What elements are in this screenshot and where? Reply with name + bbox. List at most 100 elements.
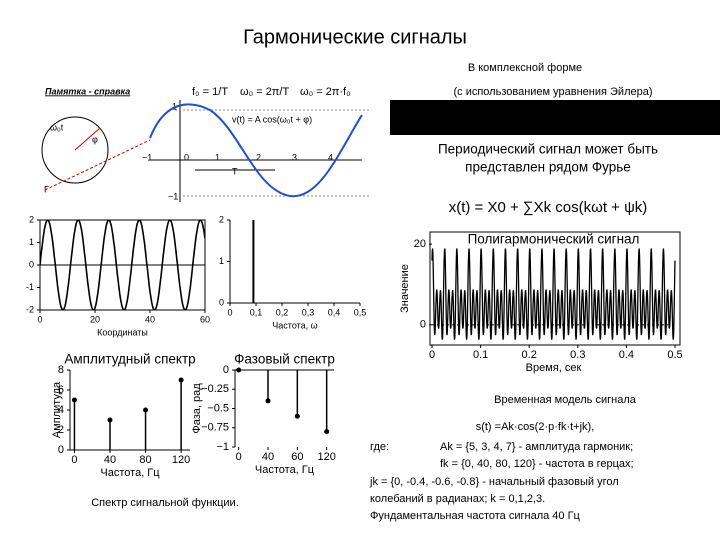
x-tick-label: 0.3: [570, 349, 585, 361]
x-axis-label: Частота, Гц: [100, 467, 160, 479]
note: Периодический сигнал может быть: [438, 142, 658, 157]
x-tick-label: 0.2: [522, 349, 537, 361]
black-bar: [390, 100, 720, 135]
x-tick-label: 120: [317, 451, 335, 463]
y-tick-label: 0: [58, 444, 64, 456]
x-tick-label: 0: [227, 307, 232, 317]
stem-dot: [178, 377, 184, 383]
note: (с использованием уравнения Эйлера): [453, 86, 652, 98]
y-tick-label: 0: [420, 319, 426, 331]
x-tick-label: 60: [291, 451, 303, 463]
formula-line: где:: [370, 441, 389, 453]
caption: Спектр сигнальной функции.: [91, 497, 239, 509]
y-axis-label: Фаза, рад: [191, 383, 203, 434]
diagram-heading: Памятка - справка: [45, 86, 130, 96]
y-axis-label: Значение: [399, 264, 411, 313]
signal-line: [431, 248, 676, 340]
diagram-label: φ: [92, 134, 98, 144]
diagram-label: 4: [328, 152, 333, 162]
x-tick-label: 0,4: [328, 307, 341, 317]
x-tick-label: 60: [200, 314, 210, 324]
diagram-label: v(t) = A cos(ω₀t + φ): [232, 114, 312, 124]
y-tick-label: -1: [26, 282, 34, 292]
formula-line: Ak = {5, 3, 4, 7} - амплитуда гармоник;: [440, 441, 633, 453]
x-tick-label: 0: [429, 349, 435, 361]
chart-title: Фазовый спектр: [234, 352, 335, 367]
x-axis-label: Частота, Гц: [255, 464, 315, 476]
y-tick-label: 8: [58, 364, 64, 376]
formula-line: колебаний в радианах; k = 0,1,2,3.: [370, 493, 545, 505]
stem-dot: [236, 367, 242, 373]
x-tick-label: 0: [37, 314, 42, 324]
stem-dot: [71, 397, 77, 403]
y-axis-label: Амплитуда: [51, 381, 63, 438]
caption: Временная модель сигнала: [494, 394, 637, 406]
note: представлен рядом Фурье: [465, 160, 631, 175]
chart-title: Амплитудный спектр: [64, 352, 195, 367]
stem-dot: [143, 407, 149, 413]
y-tick-label: 20: [414, 238, 426, 250]
y-tick-label: 2: [219, 214, 224, 224]
x-tick-label: 40: [104, 454, 116, 466]
diagram: Памятка - справка f₀ = 1/T ω₀ = 2π/T ω₀ …: [41, 86, 370, 202]
chart-title: Полигармонический сигнал: [468, 232, 640, 247]
plot-frame: [429, 231, 681, 346]
wave-line: [40, 220, 205, 310]
y-tick-label: 2: [58, 424, 64, 436]
y-tick-label: 4: [58, 404, 64, 416]
y-tick-label: −1: [216, 441, 229, 453]
x-tick-label: 0.1: [473, 349, 488, 361]
y-tick-label: −0.5: [207, 402, 229, 414]
x-tick-label: 0: [236, 451, 242, 463]
x-tick-label: 0.4: [619, 349, 634, 361]
y-tick-label: −0.75: [201, 422, 229, 434]
x-tick-label: 0,5: [354, 307, 367, 317]
diagram-label: −1: [168, 191, 178, 201]
diagram-label: 3: [292, 152, 297, 162]
formula-line: Фундаментальная частота сигнала 40 Гц: [370, 510, 581, 522]
projection: [44, 139, 151, 191]
diagram-label: f₀ = 1/T: [192, 86, 228, 98]
diagram-wave: [149, 103, 363, 198]
y-tick-label: 2: [29, 214, 34, 224]
x-tick-label: 0,3: [302, 307, 315, 317]
stem-dot: [265, 398, 271, 404]
formula-line: fk = {0, 40, 80, 120} - частота в герцах…: [440, 458, 634, 470]
formula-line: jk = {0, -0.4, -0.6, -0.8} - начальный ф…: [369, 476, 619, 488]
stem-dot: [324, 429, 330, 435]
x-tick-label: 0,2: [276, 307, 289, 317]
y-tick-label: -2: [26, 304, 34, 314]
formula: x(t) = X0 + ∑Xk cos(kωt + ψk): [449, 199, 648, 216]
note: В комплексной форме: [468, 62, 582, 74]
diagram-label: 2: [256, 152, 261, 162]
formula-line: s(t) =Ak·cos(2·p·fk·t+jk),: [476, 421, 595, 433]
y-tick-label: 0: [29, 259, 34, 269]
x-tick-label: 80: [139, 454, 151, 466]
stem-dot: [294, 413, 300, 419]
x-tick-label: 20: [90, 314, 100, 324]
slide-title: Гармонические сигналы: [243, 26, 467, 48]
diagram-label: 0: [184, 152, 189, 162]
phasor-circle: [41, 116, 109, 184]
diagram-label: ω₀t: [50, 122, 64, 132]
diagram-label: −1: [142, 152, 152, 162]
x-tick-label: 0,1: [250, 307, 263, 317]
y-tick-label: 6: [58, 384, 64, 396]
diagram-label: T: [232, 166, 238, 176]
stem-dot: [107, 417, 113, 423]
x-tick-label: 0.5: [667, 349, 682, 361]
y-tick-label: 1: [29, 237, 34, 247]
x-tick-label: 40: [262, 451, 274, 463]
y-tick-label: 1: [219, 256, 224, 266]
diagram-label: ω₀ = 2π·f₀: [300, 86, 351, 98]
x-axis-label: Координаты: [97, 327, 148, 337]
y-tick-label: −0.25: [201, 383, 229, 395]
x-axis-label: Время, сек: [526, 362, 582, 374]
x-tick-label: 120: [172, 454, 190, 466]
diagram-label: ω₀ = 2π/T: [240, 86, 289, 98]
y-tick-label: 0: [223, 364, 229, 376]
diagram-label: 1: [215, 152, 220, 162]
x-axis-label: Частота, ω: [272, 320, 317, 330]
phasor: [74, 127, 101, 151]
